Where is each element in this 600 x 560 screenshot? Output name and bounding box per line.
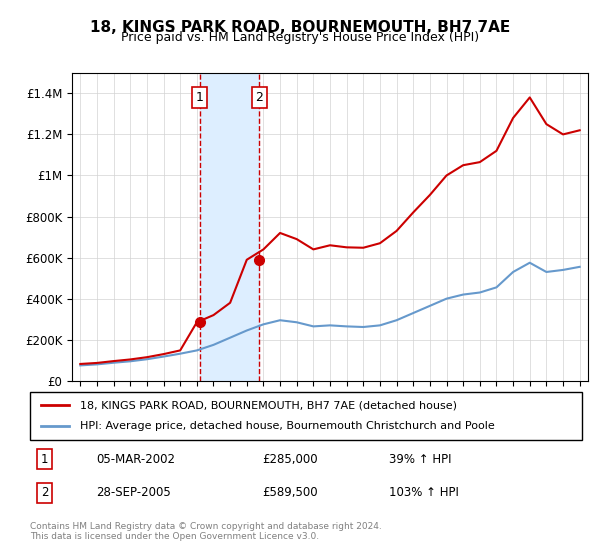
Text: 18, KINGS PARK ROAD, BOURNEMOUTH, BH7 7AE: 18, KINGS PARK ROAD, BOURNEMOUTH, BH7 7A…	[90, 20, 510, 35]
Text: £285,000: £285,000	[262, 452, 317, 466]
Text: HPI: Average price, detached house, Bournemouth Christchurch and Poole: HPI: Average price, detached house, Bour…	[80, 421, 494, 431]
Text: 18, KINGS PARK ROAD, BOURNEMOUTH, BH7 7AE (detached house): 18, KINGS PARK ROAD, BOURNEMOUTH, BH7 7A…	[80, 400, 457, 410]
Text: 05-MAR-2002: 05-MAR-2002	[96, 452, 175, 466]
Text: Price paid vs. HM Land Registry's House Price Index (HPI): Price paid vs. HM Land Registry's House …	[121, 31, 479, 44]
Text: This data is licensed under the Open Government Licence v3.0.: This data is licensed under the Open Gov…	[30, 532, 319, 541]
Text: 1: 1	[41, 452, 49, 466]
Text: 39% ↑ HPI: 39% ↑ HPI	[389, 452, 451, 466]
Text: 1: 1	[196, 91, 203, 104]
Text: 103% ↑ HPI: 103% ↑ HPI	[389, 486, 458, 500]
Bar	[200, 73, 259, 381]
Text: 28-SEP-2005: 28-SEP-2005	[96, 486, 171, 500]
Text: £589,500: £589,500	[262, 486, 317, 500]
FancyBboxPatch shape	[30, 392, 582, 440]
Text: 2: 2	[256, 91, 263, 104]
Text: Contains HM Land Registry data © Crown copyright and database right 2024.: Contains HM Land Registry data © Crown c…	[30, 522, 382, 531]
Text: 2: 2	[41, 486, 49, 500]
